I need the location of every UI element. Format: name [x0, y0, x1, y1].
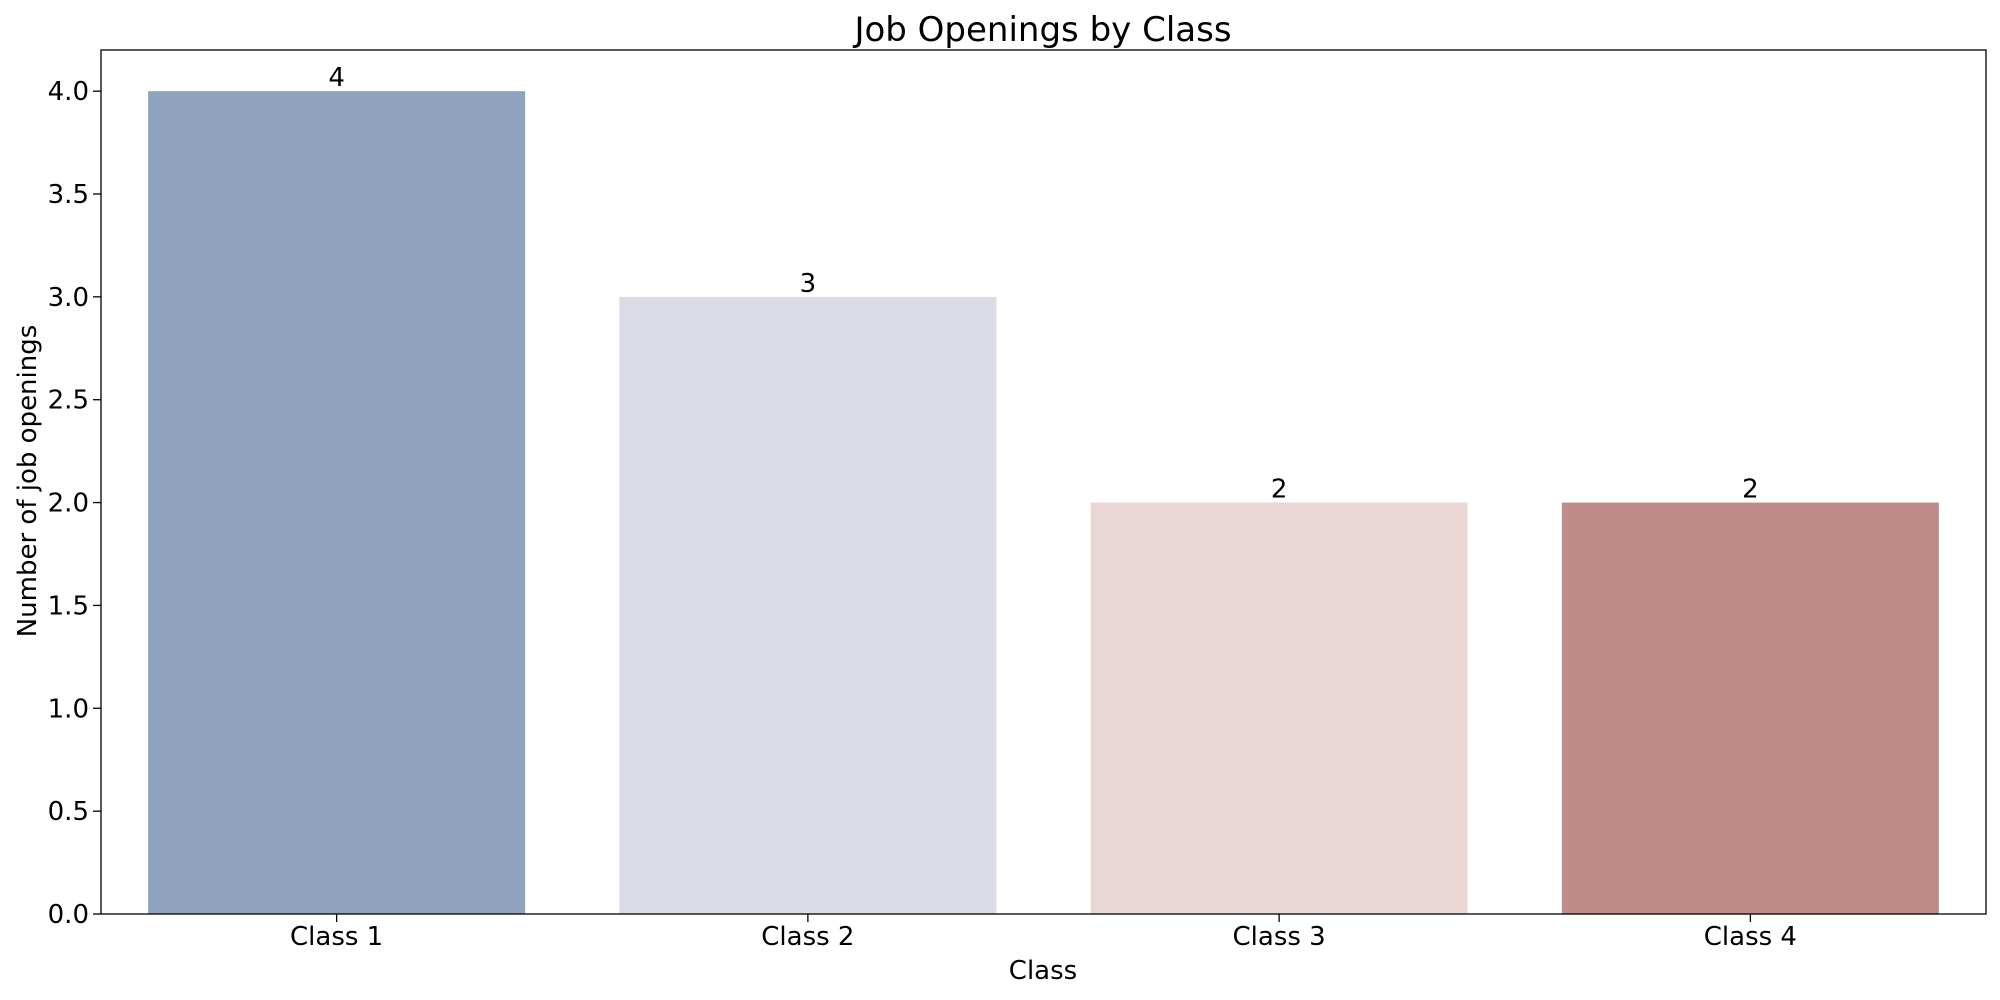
y-axis-ticks: 0.0 0.5 1.0 1.5 2.0 2.5 3.0 3.5 4.0 — [48, 77, 101, 930]
x-axis-ticks: Class 1 Class 2 Class 3 Class 4 — [290, 914, 1797, 952]
y-tick-label: 3.5 — [48, 180, 89, 210]
bar-value-label: 3 — [800, 269, 817, 299]
bar-labels-group: 4 3 2 2 — [328, 63, 1758, 504]
plot-area-frame — [100, 49, 1987, 915]
y-axis-title: Number of job openings — [13, 325, 43, 638]
y-tick-label: 1.5 — [48, 591, 89, 621]
bar-3 — [1090, 502, 1468, 914]
bar-value-label: 2 — [1271, 475, 1288, 505]
bar-1 — [148, 91, 526, 914]
x-tick-label: Class 4 — [1704, 922, 1797, 952]
chart-title: Job Openings by Class — [852, 10, 1231, 50]
y-tick-label: 3.0 — [48, 283, 89, 313]
y-tick-label: 2.5 — [48, 386, 89, 416]
x-tick-label: Class 1 — [290, 922, 383, 952]
y-tick-label: 0.5 — [48, 797, 89, 827]
y-tick-label: 2.0 — [48, 489, 89, 519]
bar-value-label: 4 — [328, 63, 345, 93]
y-tick-label: 4.0 — [48, 77, 89, 107]
bars-group — [148, 91, 1939, 914]
bar-value-label: 2 — [1742, 475, 1759, 505]
x-axis-title: Class — [1009, 956, 1077, 986]
bar-2 — [619, 296, 997, 914]
bar-4 — [1561, 502, 1939, 914]
x-tick-label: Class 2 — [761, 922, 854, 952]
y-tick-label: 1.0 — [48, 694, 89, 724]
y-tick-label: 0.0 — [48, 900, 89, 930]
x-tick-label: Class 3 — [1233, 922, 1326, 952]
